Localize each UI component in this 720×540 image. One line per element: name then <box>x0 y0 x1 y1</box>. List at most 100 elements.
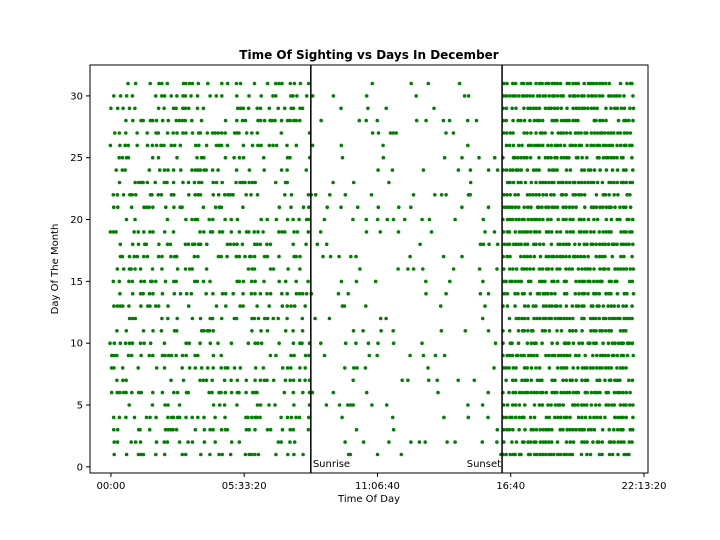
data-point <box>624 267 629 271</box>
data-point <box>537 403 542 407</box>
data-point <box>526 143 531 148</box>
data-point <box>618 143 623 148</box>
data-point <box>534 304 538 308</box>
data-point <box>597 155 601 160</box>
data-point <box>183 452 188 457</box>
data-point <box>600 329 605 333</box>
data-point <box>241 106 246 111</box>
data-point <box>217 452 221 457</box>
data-point <box>219 205 224 209</box>
data-point <box>240 118 245 123</box>
data-point <box>534 440 538 444</box>
data-point <box>174 279 178 284</box>
data-point <box>597 378 602 383</box>
data-point <box>540 390 545 395</box>
data-point <box>513 230 518 234</box>
data-point <box>136 452 141 457</box>
data-point <box>526 304 530 308</box>
data-point <box>480 403 485 407</box>
data-point <box>520 378 524 383</box>
data-point <box>468 193 473 197</box>
data-point <box>507 143 512 148</box>
data-point <box>502 131 506 135</box>
data-point <box>300 341 304 346</box>
data-point <box>120 366 125 370</box>
data-point <box>507 316 512 321</box>
data-point <box>555 155 559 160</box>
data-point <box>558 452 563 457</box>
data-point <box>145 180 150 185</box>
data-point <box>445 440 449 444</box>
data-point <box>574 205 578 209</box>
data-point <box>619 254 623 259</box>
data-point <box>411 267 416 271</box>
data-point <box>124 131 128 135</box>
data-point <box>219 427 224 432</box>
data-point <box>540 267 545 271</box>
data-point <box>579 180 584 185</box>
data-point <box>414 118 419 123</box>
data-point <box>117 131 122 135</box>
data-point <box>258 291 263 296</box>
data-point <box>607 81 612 86</box>
data-point <box>219 254 223 259</box>
data-point <box>213 131 217 135</box>
data-point <box>369 193 374 197</box>
data-point <box>594 94 598 98</box>
data-point <box>598 118 602 123</box>
data-point <box>513 403 518 407</box>
data-point <box>124 415 128 420</box>
data-point <box>273 81 278 86</box>
data-point <box>193 143 198 148</box>
data-point <box>298 118 302 123</box>
data-point <box>114 168 118 172</box>
data-point <box>564 267 568 271</box>
data-point <box>576 415 581 420</box>
data-point <box>511 131 515 135</box>
data-point <box>543 180 548 185</box>
data-point <box>129 440 133 444</box>
data-point <box>298 81 303 86</box>
data-point <box>319 341 323 346</box>
data-point <box>519 254 523 259</box>
data-point <box>174 329 179 333</box>
data-point <box>543 316 548 321</box>
data-point <box>525 168 530 172</box>
data-point <box>600 205 605 209</box>
data-point <box>553 378 557 383</box>
data-point <box>115 427 120 432</box>
data-point <box>387 440 391 444</box>
data-point <box>597 452 602 457</box>
data-point <box>274 217 279 222</box>
data-point <box>585 390 589 395</box>
data-point <box>534 427 539 432</box>
data-point <box>541 452 545 457</box>
data-point <box>211 353 216 358</box>
data-point <box>547 230 551 234</box>
data-point <box>250 143 255 148</box>
data-point <box>543 155 548 160</box>
data-point <box>592 279 596 284</box>
data-point <box>516 193 520 197</box>
data-point <box>127 279 131 284</box>
data-point <box>225 81 230 86</box>
data-point <box>529 353 533 358</box>
data-point <box>463 329 468 333</box>
data-point <box>243 254 247 259</box>
data-point <box>160 267 164 271</box>
data-point <box>198 131 203 135</box>
data-point <box>513 279 518 284</box>
data-point <box>535 390 539 395</box>
data-point <box>421 353 426 358</box>
data-point <box>600 366 604 370</box>
data-point <box>112 452 116 457</box>
data-point <box>247 94 251 98</box>
data-point <box>559 390 563 395</box>
data-point <box>627 316 632 321</box>
data-point <box>111 415 116 420</box>
data-point <box>166 316 170 321</box>
data-point <box>579 143 584 148</box>
data-point <box>522 155 527 160</box>
data-point <box>183 267 188 271</box>
data-point <box>588 415 592 420</box>
